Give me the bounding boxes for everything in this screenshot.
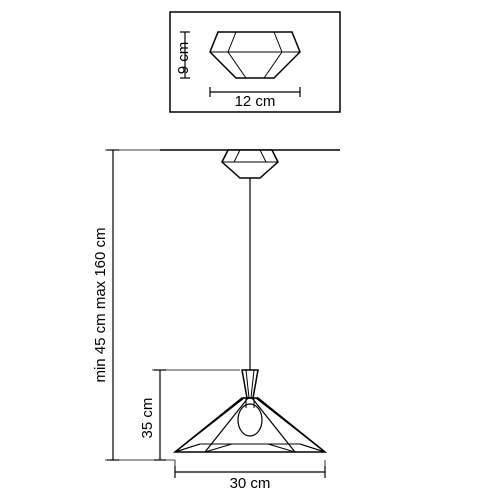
svg-text:12 cm: 12 cm bbox=[235, 93, 276, 110]
svg-text:30 cm: 30 cm bbox=[230, 475, 271, 492]
svg-text:min 45 cm max 160 cm: min 45 cm max 160 cm bbox=[92, 227, 109, 382]
diagram-svg: 9 cm 12 cm min 45 cm max 160 cm 35 cm 30 cm bbox=[0, 0, 500, 500]
product-dimension-diagram: { "canopy_detail": { "box": { "x": 170, … bbox=[0, 0, 500, 500]
svg-text:35 cm: 35 cm bbox=[139, 398, 156, 439]
svg-text:9 cm: 9 cm bbox=[175, 42, 192, 75]
